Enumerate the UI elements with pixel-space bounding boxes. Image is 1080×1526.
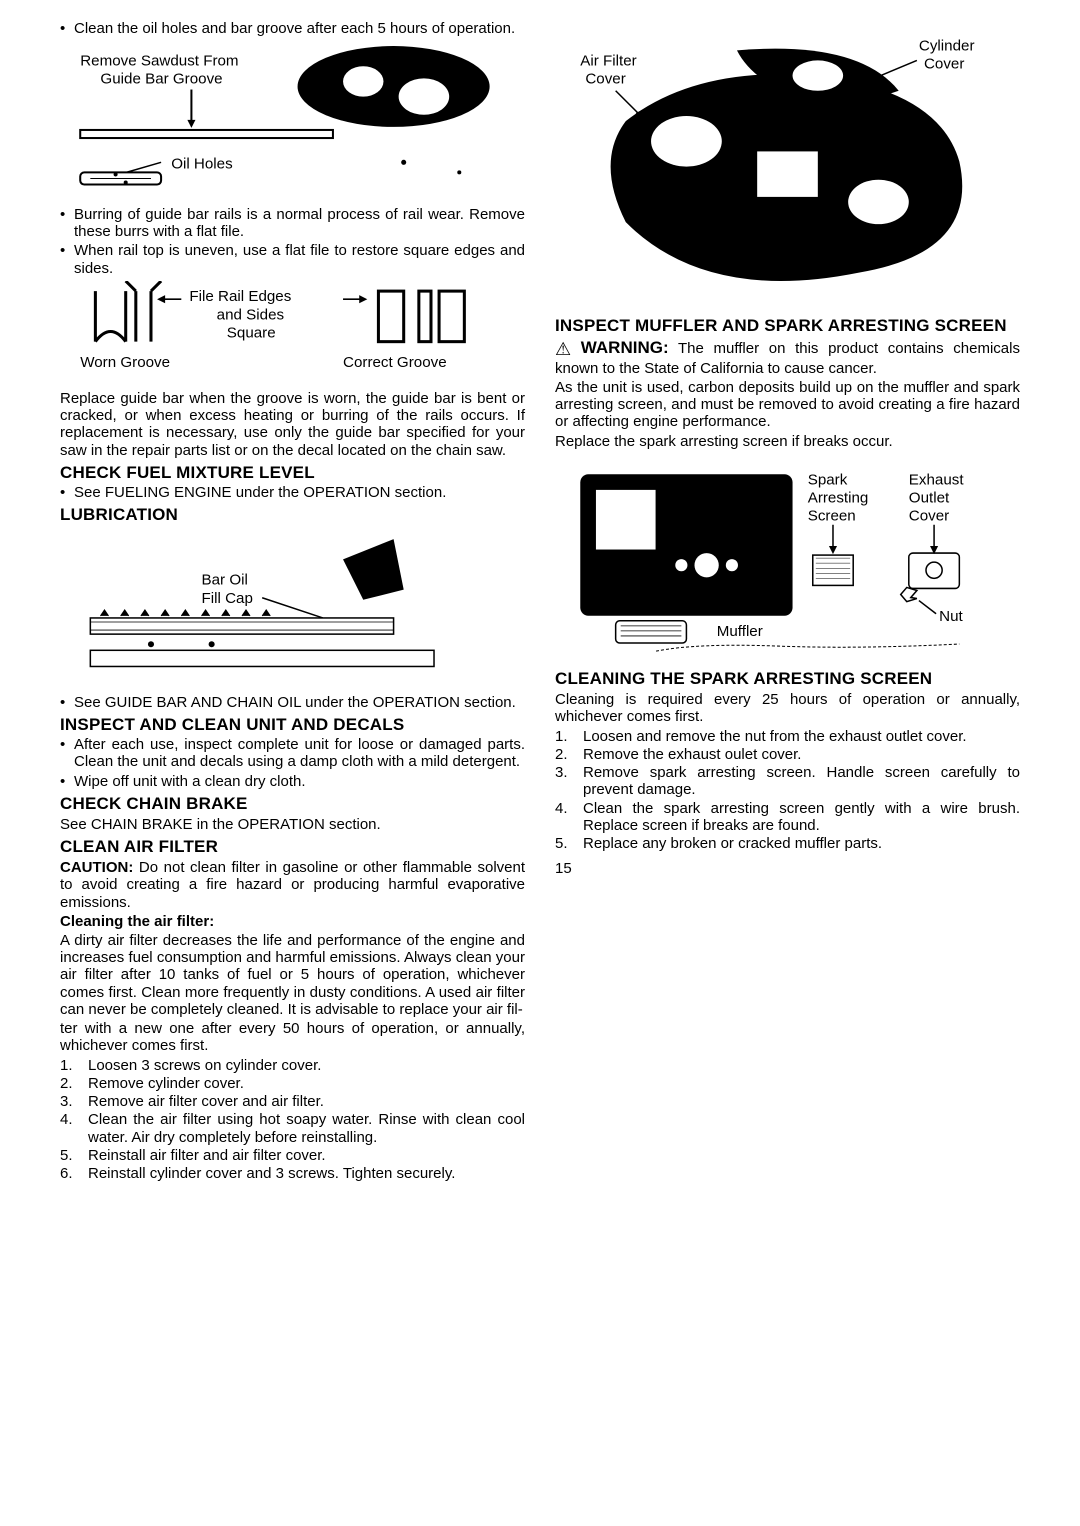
figure-groove: File Rail Edges and Sides Square Worn Gr… xyxy=(60,281,525,382)
figure-guide-bar: Remove Sawdust From Guide Bar Groove Oil… xyxy=(60,41,525,198)
heading-chain-brake: CHECK CHAIN BRAKE xyxy=(60,794,525,814)
list-item: Reinstall cylinder cover and 3 screws. T… xyxy=(88,1165,525,1182)
paragraph: See CHAIN BRAKE in the OPERATION section… xyxy=(60,816,525,833)
bullet-text: When rail top is uneven, use a flat file… xyxy=(74,242,525,277)
svg-text:Oil Holes: Oil Holes xyxy=(171,156,233,173)
svg-text:Muffler: Muffler xyxy=(717,623,763,640)
list-item: Replace any broken or cracked muffler pa… xyxy=(583,835,1020,852)
svg-text:Correct Groove: Correct Groove xyxy=(343,354,447,371)
paragraph: ter with a new one after every 50 hours … xyxy=(60,1020,525,1055)
paragraph: Cleaning is required every 25 hours of o… xyxy=(555,691,1020,726)
svg-text:Guide Bar Groove: Guide Bar Groove xyxy=(100,71,222,88)
list-item: Clean the spark arresting screen gently … xyxy=(583,800,1020,835)
svg-text:Nut: Nut xyxy=(939,608,963,625)
list-item: Remove the exhaust oulet cover. xyxy=(583,746,1020,763)
svg-text:Exhaust: Exhaust xyxy=(909,471,965,488)
svg-text:Air Filter: Air Filter xyxy=(580,52,636,69)
paragraph: Replace the spark arresting screen if br… xyxy=(555,433,1020,450)
svg-text:Outlet: Outlet xyxy=(909,489,950,506)
paragraph: Replace guide bar when the groove is wor… xyxy=(60,390,525,459)
bullet-text: Wipe off unit with a clean dry cloth. xyxy=(74,773,525,790)
figure-bar-oil: Bar Oil Fill Cap xyxy=(60,529,525,686)
caution-label: CAUTION: xyxy=(60,859,133,876)
heading-inspect-muffler: INSPECT MUFFLER AND SPARK ARRESTING SCRE… xyxy=(555,316,1020,336)
svg-text:Arresting: Arresting xyxy=(808,489,869,506)
svg-text:Bar Oil: Bar Oil xyxy=(202,572,248,589)
bullet-text: Burring of guide bar rails is a normal p… xyxy=(74,206,525,241)
svg-text:File Rail Edges: File Rail Edges xyxy=(189,288,291,305)
list-item: Remove spark arresting screen. Handle sc… xyxy=(583,764,1020,799)
fig-label: Remove Sawdust From xyxy=(80,53,238,70)
svg-text:Cover: Cover xyxy=(909,508,949,525)
list-item: Reinstall air filter and air filter cove… xyxy=(88,1147,525,1164)
list-item: Loosen and remove the nut from the exhau… xyxy=(583,728,1020,745)
list-item: Loosen 3 screws on cylinder cover. xyxy=(88,1057,525,1074)
figure-muffler: Spark Arresting Screen Exhaust Outlet Co… xyxy=(555,454,1020,661)
list-item: Remove cylinder cover. xyxy=(88,1075,525,1092)
heading-inspect-clean: INSPECT AND CLEAN UNIT AND DECALS xyxy=(60,715,525,735)
heading-cleaning-screen: CLEANING THE SPARK ARRESTING SCREEN xyxy=(555,669,1020,689)
svg-text:Fill Cap: Fill Cap xyxy=(202,590,253,607)
svg-text:Cover: Cover xyxy=(924,56,964,73)
warning-text: ⚠ WARNING: The muffler on this product c… xyxy=(555,338,1020,377)
heading-fuel-mixture: CHECK FUEL MIXTURE LEVEL xyxy=(60,463,525,483)
heading-lubrication: LUBRICATION xyxy=(60,505,525,525)
paragraph: A dirty air filter decreases the life an… xyxy=(60,932,525,1018)
bullet-text: After each use, inspect complete unit fo… xyxy=(74,736,525,771)
caution-text: CAUTION: Do not clean filter in gasoline… xyxy=(60,859,525,911)
svg-text:Cover: Cover xyxy=(585,71,625,88)
heading-cleaning-filter: Cleaning the air filter: xyxy=(60,913,525,930)
warning-label: WARNING: xyxy=(581,338,669,357)
bullet-text: See FUELING ENGINE under the OPERATION s… xyxy=(74,484,525,501)
svg-text:and Sides: and Sides xyxy=(217,306,285,323)
list-item: Clean the air filter using hot soapy wat… xyxy=(88,1111,525,1146)
warning-icon: ⚠ xyxy=(555,339,571,360)
heading-clean-air-filter: CLEAN AIR FILTER xyxy=(60,837,525,857)
svg-text:Spark: Spark xyxy=(808,471,848,488)
paragraph: As the unit is used, carbon deposits bui… xyxy=(555,379,1020,431)
svg-text:Square: Square xyxy=(227,324,276,341)
svg-text:Worn Groove: Worn Groove xyxy=(80,354,170,371)
svg-text:Cylinder: Cylinder xyxy=(919,37,975,54)
bullet-text: Clean the oil holes and bar groove after… xyxy=(74,20,525,37)
figure-air-filter: Air Filter Cover Cylinder Cover Air Filt… xyxy=(555,20,1020,308)
svg-text:Screen: Screen xyxy=(808,508,856,525)
list-item: Remove air filter cover and air filter. xyxy=(88,1093,525,1110)
bullet-text: See GUIDE BAR AND CHAIN OIL under the OP… xyxy=(74,694,525,711)
page-number: 15 xyxy=(555,860,1020,877)
